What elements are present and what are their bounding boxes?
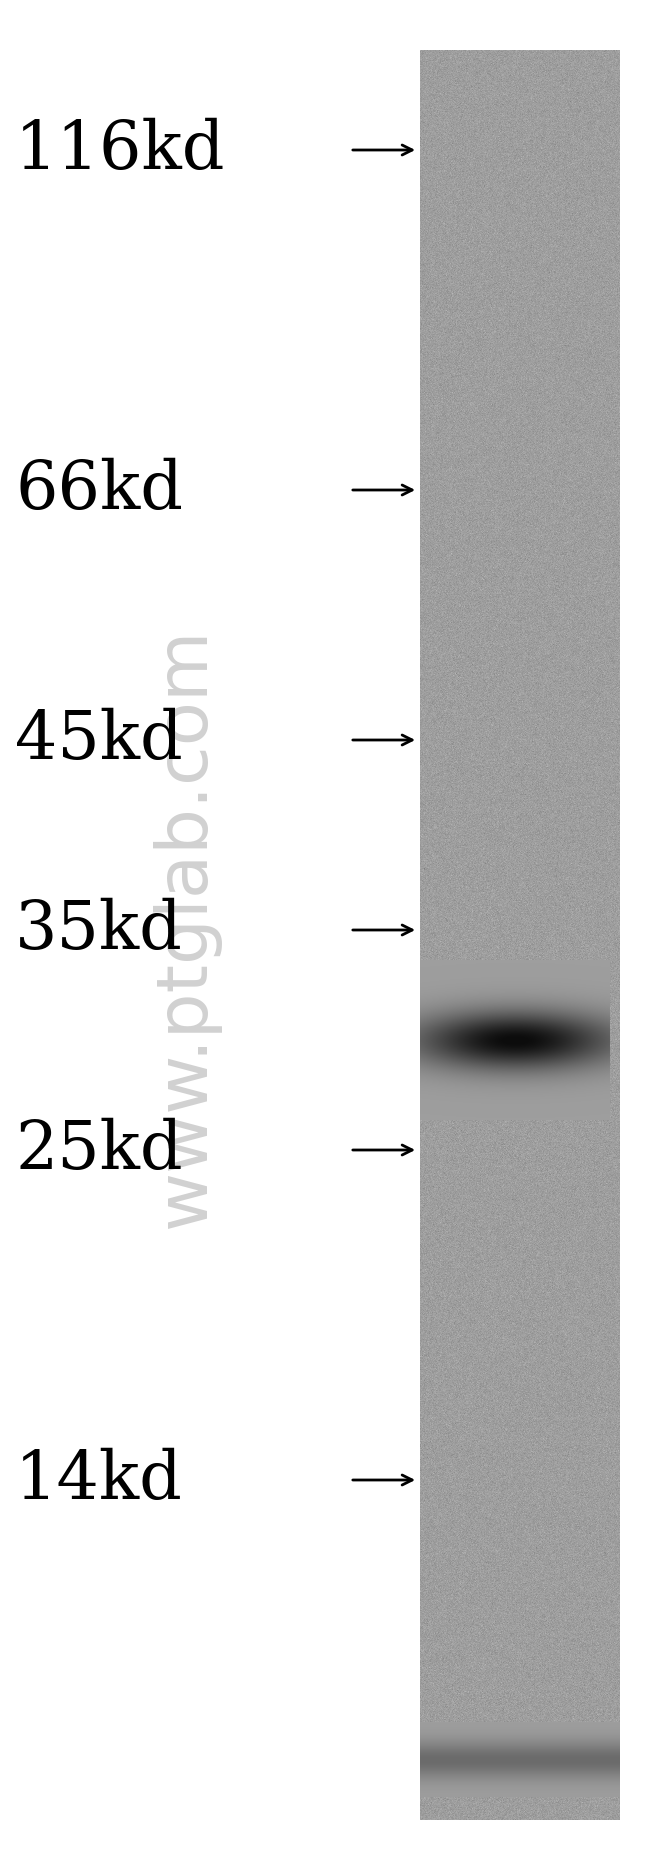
Text: 25kd: 25kd — [15, 1117, 183, 1183]
Text: 66kd: 66kd — [15, 458, 183, 523]
Text: 14kd: 14kd — [15, 1447, 183, 1512]
Text: 116kd: 116kd — [15, 117, 226, 182]
Text: 35kd: 35kd — [15, 898, 183, 963]
Text: 45kd: 45kd — [15, 707, 183, 774]
Text: www.ptglab.com: www.ptglab.com — [151, 627, 220, 1228]
